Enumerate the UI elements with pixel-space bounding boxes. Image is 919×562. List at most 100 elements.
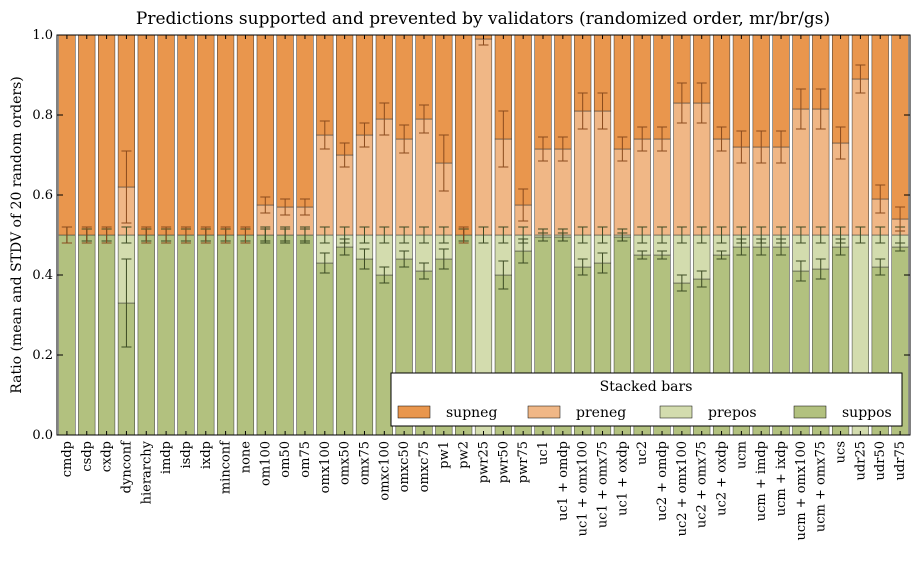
bar-suppos xyxy=(197,234,215,436)
bar-preneg xyxy=(593,110,612,236)
x-tick-label: omxc100 xyxy=(377,441,392,501)
bar-preneg xyxy=(554,148,572,236)
legend-label-preneg: preneg xyxy=(576,405,626,421)
bar-supneg xyxy=(752,34,770,148)
bar-supneg xyxy=(732,34,750,148)
bar-supneg xyxy=(633,34,651,140)
x-tick-label: uc2 + omdp xyxy=(655,441,670,521)
bar-supneg xyxy=(177,34,195,236)
legend-swatch-prepos xyxy=(659,405,693,419)
bar-supneg xyxy=(534,34,552,150)
x-tick-label: udr25 xyxy=(853,441,868,480)
bar-supneg xyxy=(712,34,731,140)
y-axis-label: Ratio (mean and STDV of 20 random orders… xyxy=(9,76,25,393)
bar-preneg xyxy=(474,38,493,236)
y-tick-label: 1.0 xyxy=(32,28,53,43)
bar-preneg xyxy=(712,138,731,236)
x-tick-label: uc1 + oxdp xyxy=(615,441,630,516)
x-tick-label: imdp xyxy=(159,441,174,474)
bar-suppos xyxy=(355,258,374,436)
bar-preneg xyxy=(633,138,651,236)
x-tick-label: pw2 xyxy=(457,441,472,469)
legend-label-supneg: supneg xyxy=(446,405,497,421)
bar-supneg xyxy=(514,34,532,206)
bar-supneg xyxy=(256,34,274,206)
x-tick-label: om100 xyxy=(258,441,273,486)
bar-suppos xyxy=(98,234,116,436)
legend: Stacked bars supneg preneg prepos suppos xyxy=(390,372,903,427)
bar-preneg xyxy=(415,118,433,236)
bar-suppos xyxy=(137,234,155,436)
bar-preneg xyxy=(653,138,671,236)
x-tick-label: ucs xyxy=(834,441,849,463)
bar-suppos xyxy=(157,234,175,436)
x-tick-label: ucm + imdp xyxy=(754,441,769,521)
bar-preneg xyxy=(355,134,374,236)
bar-supneg xyxy=(653,34,671,140)
bar-preneg xyxy=(375,118,393,236)
y-tick-label: 0.2 xyxy=(32,348,53,363)
legend-swatch-preneg xyxy=(527,405,561,419)
bar-preneg xyxy=(534,148,552,236)
x-tick-label: uc1 + omdp xyxy=(556,441,571,521)
x-tick-label: pwr50 xyxy=(496,441,511,483)
x-tick-label: omxc75 xyxy=(417,441,432,492)
bar-supneg xyxy=(78,34,96,236)
bar-supneg xyxy=(236,34,255,236)
x-tick-label: ucm xyxy=(734,441,749,469)
bar-suppos xyxy=(375,274,393,436)
bar-preneg xyxy=(613,148,631,236)
x-tick-label: uc2 + oxdp xyxy=(715,441,730,516)
y-tick-label: 0.0 xyxy=(32,428,53,443)
x-tick-label: cmdp xyxy=(60,441,75,477)
y-tick-label: 0.8 xyxy=(32,108,53,123)
bar-suppos xyxy=(78,234,96,436)
bar-supneg xyxy=(355,34,374,136)
x-tick-label: pwr75 xyxy=(516,441,531,483)
x-tick-label: isdp xyxy=(179,441,194,468)
x-tick-label: uc2 xyxy=(635,441,650,465)
legend-swatch-suppos xyxy=(793,405,827,419)
bar-supneg xyxy=(296,34,314,208)
bar-supneg xyxy=(316,34,334,136)
error-bars-layer xyxy=(61,34,906,348)
y-axis: 0.0 0.2 0.4 0.6 0.8 1.0 xyxy=(32,28,910,443)
x-tick-label: omx75 xyxy=(357,441,372,485)
x-tick-label: dynconf xyxy=(119,440,134,494)
x-tick-label: minconf xyxy=(219,440,234,494)
x-tick-label: none xyxy=(238,441,253,474)
bar-suppos xyxy=(217,234,235,436)
x-tick-label: om75 xyxy=(298,441,313,478)
x-tick-label: uc1 + omx100 xyxy=(576,441,591,536)
bar-suppos xyxy=(236,234,255,436)
legend-swatch-supneg xyxy=(397,405,431,419)
x-tick-label: uc1 + omx75 xyxy=(596,441,611,528)
legend-label-suppos: suppos xyxy=(842,405,892,421)
x-tick-label: ucm + omx75 xyxy=(814,441,829,532)
bar-supneg xyxy=(197,34,215,236)
bar-supneg xyxy=(137,34,155,236)
x-tick-label: csdp xyxy=(80,441,95,472)
bar-supneg xyxy=(395,34,413,140)
bar-preneg xyxy=(574,110,592,236)
x-tick-label: pwr25 xyxy=(477,441,492,483)
bar-supneg xyxy=(871,34,889,200)
x-tick-label: udr50 xyxy=(873,441,888,480)
x-tick-label: udr75 xyxy=(893,441,908,480)
bar-supneg xyxy=(891,34,909,220)
x-tick-label: ixdp xyxy=(199,441,214,469)
bar-suppos xyxy=(316,262,334,436)
x-tick-label: omx100 xyxy=(318,441,333,493)
x-tick-label: om50 xyxy=(278,441,293,478)
bar-supneg xyxy=(772,34,790,148)
bar-suppos xyxy=(58,234,76,436)
bar-supneg xyxy=(98,34,116,236)
bar-supneg xyxy=(336,34,354,156)
legend-title: Stacked bars xyxy=(600,379,693,395)
bar-preneg xyxy=(851,78,869,236)
bar-supneg xyxy=(157,34,175,236)
x-axis: cmdp csdp cxdp dynconf hierarchy imdp isdp ixdp… xyxy=(60,35,908,540)
x-tick-label: uc2 + omx75 xyxy=(695,441,710,528)
